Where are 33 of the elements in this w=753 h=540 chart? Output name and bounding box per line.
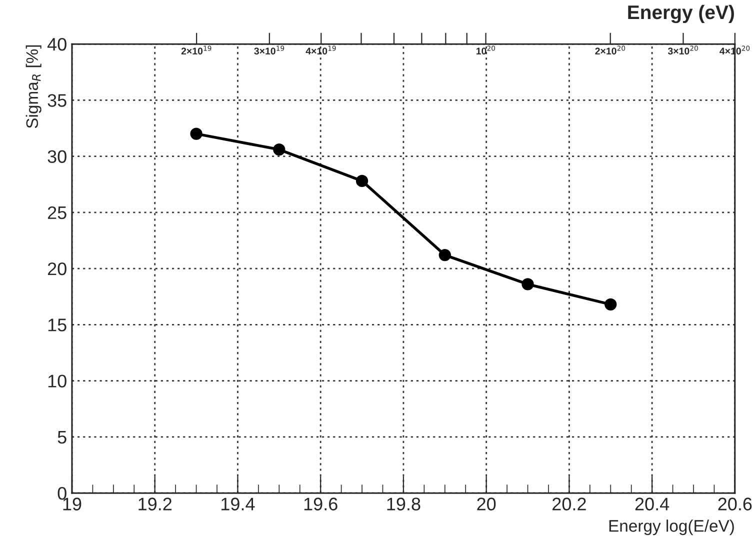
y-tick-label: 30 <box>48 150 66 163</box>
y-tick-label: 20 <box>48 262 66 276</box>
point <box>522 278 534 290</box>
point <box>604 298 617 311</box>
y-tick-label: 40 <box>47 38 66 51</box>
y-tick-label: 25 <box>48 206 66 220</box>
y-tick-label: 35 <box>48 94 66 107</box>
x-tick-label: 19.6 <box>304 498 338 510</box>
point <box>273 143 286 156</box>
x2-tick-label: 3×10$^{19}$ <box>254 46 284 55</box>
x-tick-label: 20.2 <box>552 498 586 510</box>
x-tick-label: 19.8 <box>387 498 420 510</box>
y-tick-label: 10 <box>48 374 66 388</box>
x-axis-title: Energy log(E/eV) <box>609 520 734 536</box>
y-axis-title: Sigma$_{R}$ [%] <box>26 45 42 128</box>
point <box>438 248 451 262</box>
x2-tick-label: 2×10$^{19}$ <box>181 46 212 55</box>
x2-tick-label: 2×10$^{20}$ <box>595 46 626 55</box>
y-tick-label: 0 <box>58 486 66 500</box>
x-tick-label: 19 <box>63 498 82 510</box>
y-tick-label: 5 <box>58 431 66 444</box>
y-tick-label: 15 <box>48 318 66 332</box>
x2-tick-label: 4×10$^{19}$ <box>306 46 336 55</box>
x2-tick-label: 3×10$^{20}$ <box>668 46 698 55</box>
x2-tick-label: 10$^{20}$ <box>476 46 495 55</box>
point <box>356 174 368 188</box>
x2-axis-title: Energy (eV) <box>628 4 734 24</box>
x-tick-label: 20.6 <box>718 498 752 510</box>
x-tick-label: 20.4 <box>635 498 670 510</box>
x-tick-label: 19.4 <box>222 498 255 510</box>
x-tick-label: 19.2 <box>138 498 172 510</box>
x-tick-label: 20 <box>477 498 496 510</box>
point <box>190 128 202 140</box>
